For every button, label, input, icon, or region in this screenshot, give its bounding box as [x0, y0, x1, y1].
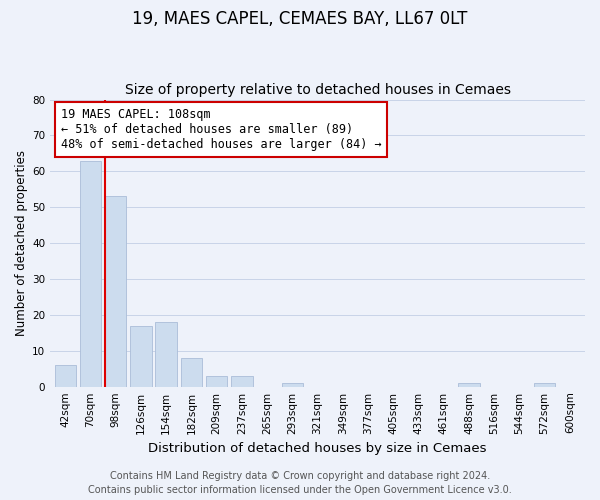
Bar	[231, 376, 253, 386]
Text: 19 MAES CAPEL: 108sqm
← 51% of detached houses are smaller (89)
48% of semi-deta: 19 MAES CAPEL: 108sqm ← 51% of detached …	[61, 108, 382, 151]
Bar	[534, 383, 556, 386]
X-axis label: Distribution of detached houses by size in Cemaes: Distribution of detached houses by size …	[148, 442, 487, 455]
Bar	[458, 383, 479, 386]
Bar	[130, 326, 152, 386]
Bar	[55, 365, 76, 386]
Bar	[281, 383, 303, 386]
Title: Size of property relative to detached houses in Cemaes: Size of property relative to detached ho…	[125, 83, 511, 97]
Bar	[206, 376, 227, 386]
Text: Contains HM Land Registry data © Crown copyright and database right 2024.
Contai: Contains HM Land Registry data © Crown c…	[88, 471, 512, 495]
Bar	[181, 358, 202, 386]
Bar	[155, 322, 177, 386]
Y-axis label: Number of detached properties: Number of detached properties	[15, 150, 28, 336]
Text: 19, MAES CAPEL, CEMAES BAY, LL67 0LT: 19, MAES CAPEL, CEMAES BAY, LL67 0LT	[133, 10, 467, 28]
Bar	[80, 160, 101, 386]
Bar	[105, 196, 127, 386]
